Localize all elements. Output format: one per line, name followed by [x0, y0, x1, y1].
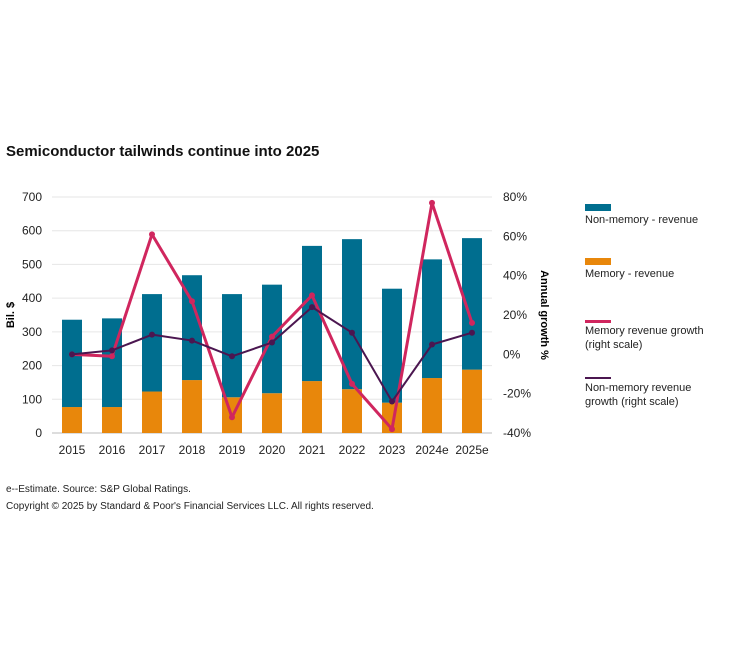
- point-memory-growth: [349, 380, 355, 387]
- bar-memory-revenue: [262, 393, 282, 433]
- point-nonmemory-growth: [189, 337, 195, 344]
- footnote: e--Estimate. Source: S&P Global Ratings.: [6, 484, 191, 495]
- bar-memory-revenue: [422, 378, 442, 433]
- bar-memory-revenue: [142, 391, 162, 433]
- bar-nonmemory-revenue: [302, 245, 322, 382]
- legend-label: Memory - revenue: [585, 268, 675, 280]
- point-nonmemory-growth: [149, 331, 155, 338]
- bar-nonmemory-revenue: [422, 259, 442, 379]
- legend-swatch: [585, 258, 611, 265]
- bar-memory-revenue: [302, 381, 322, 433]
- x-tick-label: 2018: [179, 443, 206, 457]
- point-memory-growth: [269, 333, 275, 340]
- x-tick-label: 2022: [339, 443, 366, 457]
- point-nonmemory-growth: [309, 304, 315, 311]
- y2-tick-label: 20%: [503, 308, 527, 322]
- legend-label: Memory revenue growth: [585, 325, 704, 337]
- x-tick-label: 2024e: [415, 443, 449, 457]
- point-nonmemory-growth: [349, 329, 355, 336]
- point-nonmemory-growth: [69, 351, 75, 358]
- y2-tick-label: 0%: [503, 347, 521, 361]
- legend-swatch: [585, 320, 611, 323]
- legend-nonmemory-revenue: Non-memory - revenue: [585, 204, 698, 227]
- x-tick-label: 2023: [379, 443, 406, 457]
- y-tick-label: 600: [22, 224, 42, 238]
- point-memory-growth: [389, 426, 395, 433]
- point-memory-growth: [229, 414, 235, 421]
- x-tick-label: 2020: [259, 443, 286, 457]
- legend-swatch: [585, 377, 611, 379]
- bar-memory-revenue: [342, 389, 362, 433]
- legend-label: Non-memory - revenue: [585, 214, 699, 226]
- bar-nonmemory-revenue: [462, 238, 482, 370]
- bar-memory-revenue: [62, 407, 82, 433]
- legend-memory-growth: Memory revenue growth (right scale): [585, 320, 704, 352]
- y-tick-label: 400: [22, 291, 42, 305]
- y2-axis-label: Annual growth %: [538, 270, 550, 360]
- legend-label: growth (right scale): [585, 396, 679, 408]
- chart-title: Semiconductor tailwinds continue into 20…: [6, 143, 320, 160]
- point-nonmemory-growth: [469, 329, 475, 336]
- y2-tick-label: 60%: [503, 229, 527, 243]
- legend-label: Non-memory revenue: [585, 382, 692, 394]
- y-tick-label: 0: [35, 426, 42, 440]
- y-tick-label: 200: [22, 359, 42, 373]
- point-memory-growth: [109, 353, 115, 360]
- point-nonmemory-growth: [389, 398, 395, 405]
- y-tick-label: 700: [22, 190, 42, 204]
- bar-memory-revenue: [102, 407, 122, 433]
- bar-nonmemory-revenue: [62, 319, 82, 408]
- y2-tick-label: 80%: [503, 190, 527, 204]
- y2-tick-label: -40%: [503, 426, 531, 440]
- legend-nonmemory-growth: Non-memory revenue growth (right scale): [585, 377, 691, 409]
- y-tick-label: 500: [22, 257, 42, 271]
- legend-label: (right scale): [585, 339, 643, 351]
- y-axis-label: Bil. $: [5, 302, 17, 328]
- copyright: Copyright © 2025 by Standard & Poor's Fi…: [6, 501, 374, 512]
- x-tick-label: 2015: [59, 443, 86, 457]
- bar-nonmemory-revenue: [182, 275, 202, 381]
- bar-memory-revenue: [462, 369, 482, 433]
- x-tick-label: 2019: [219, 443, 246, 457]
- x-tick-label: 2025e: [455, 443, 489, 457]
- x-tick-label: 2016: [99, 443, 126, 457]
- bar-nonmemory-revenue: [142, 294, 162, 392]
- legend-swatch: [585, 204, 611, 211]
- legend-memory-revenue: Memory - revenue: [585, 258, 674, 281]
- point-memory-growth: [309, 292, 315, 299]
- bar-memory-revenue: [182, 380, 202, 433]
- y-tick-label: 300: [22, 325, 42, 339]
- y2-tick-label: -20%: [503, 387, 531, 401]
- point-memory-growth: [469, 319, 475, 326]
- x-tick-label: 2021: [299, 443, 326, 457]
- point-nonmemory-growth: [269, 339, 275, 346]
- point-nonmemory-growth: [109, 347, 115, 354]
- x-tick-label: 2017: [139, 443, 166, 457]
- bar-nonmemory-revenue: [382, 288, 402, 403]
- bar-nonmemory-revenue: [342, 239, 362, 390]
- point-memory-growth: [189, 298, 195, 305]
- point-nonmemory-growth: [429, 341, 435, 348]
- y-tick-label: 100: [22, 392, 42, 406]
- point-nonmemory-growth: [229, 353, 235, 360]
- y2-tick-label: 40%: [503, 269, 527, 283]
- point-memory-growth: [429, 199, 435, 206]
- bar-nonmemory-revenue: [222, 294, 242, 398]
- point-memory-growth: [149, 231, 155, 238]
